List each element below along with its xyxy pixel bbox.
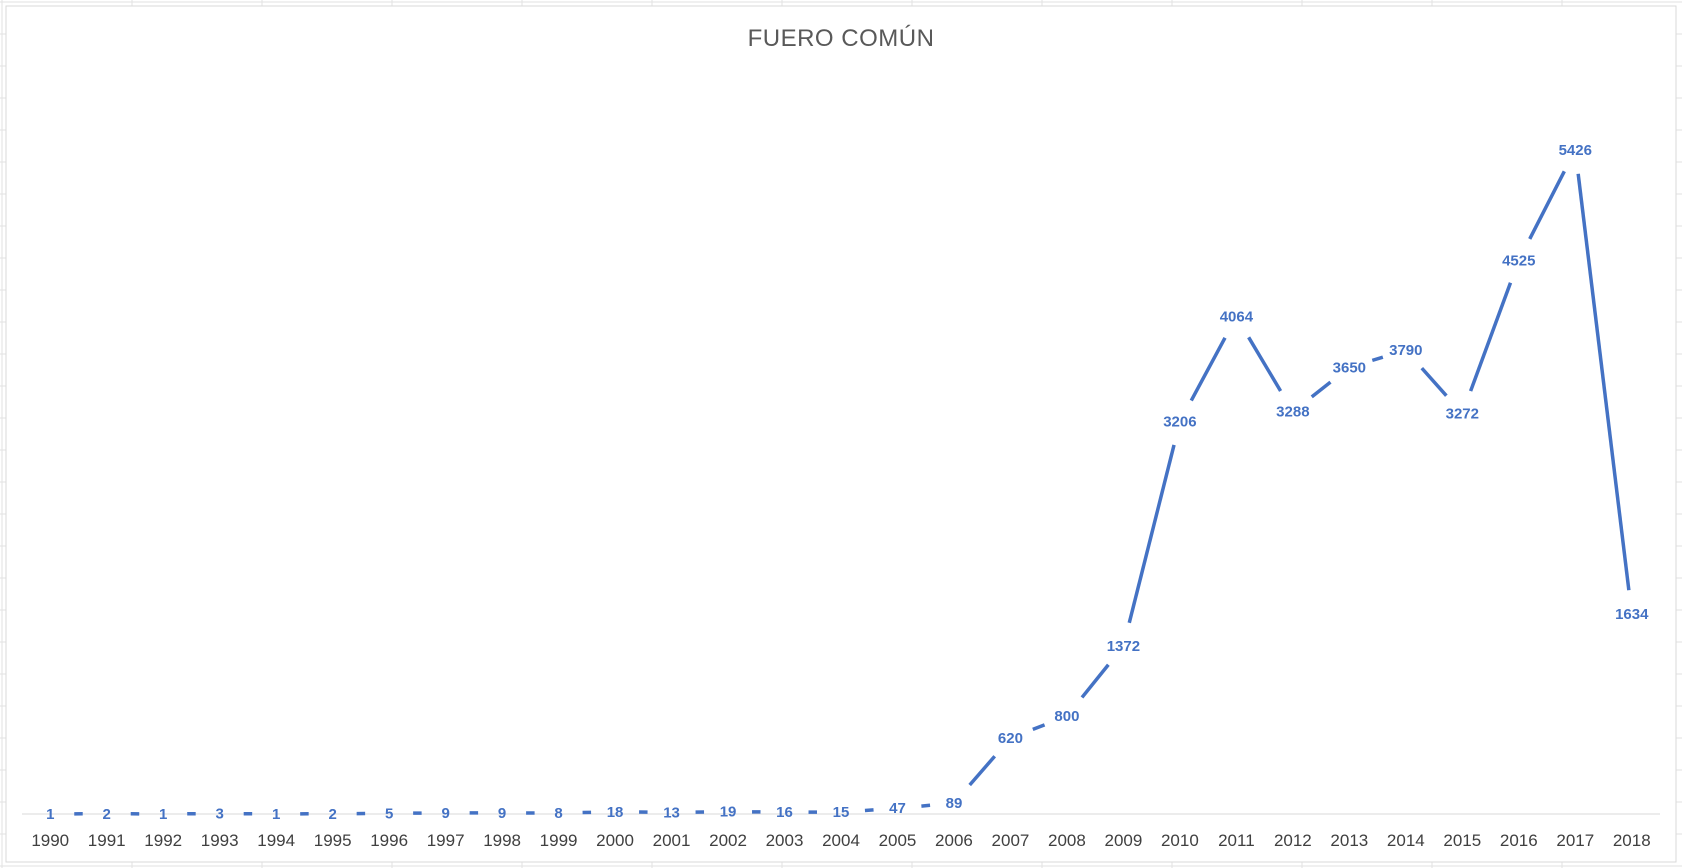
x-tick-label: 2017 — [1556, 831, 1594, 850]
data-label: 4064 — [1220, 309, 1254, 326]
data-label: 3206 — [1163, 414, 1196, 431]
data-label: 9 — [441, 805, 449, 822]
data-label: 1 — [272, 806, 280, 823]
x-tick-label: 2007 — [992, 831, 1030, 850]
x-tick-label: 2011 — [1218, 831, 1255, 850]
series-line-segment — [864, 808, 874, 813]
x-tick-label: 2014 — [1387, 831, 1425, 850]
x-tick-label: 1996 — [370, 831, 408, 850]
x-tick-label: 2015 — [1443, 831, 1481, 850]
x-tick-label: 1991 — [88, 831, 126, 850]
data-label: 2 — [328, 806, 336, 823]
data-label: 89 — [946, 795, 963, 812]
series-line-segment — [1247, 336, 1283, 392]
data-label: 2 — [103, 806, 111, 823]
x-tick-label: 2018 — [1613, 831, 1651, 850]
x-tick-label: 2009 — [1104, 831, 1142, 850]
data-label: 18 — [607, 804, 624, 821]
data-label: 16 — [776, 804, 793, 821]
x-tick-label: 1999 — [540, 831, 578, 850]
series-line-segment — [1528, 170, 1566, 240]
data-label: 3790 — [1389, 342, 1422, 359]
x-tick-label: 1993 — [201, 831, 239, 850]
x-tick-label: 2000 — [596, 831, 634, 850]
x-tick-label: 2012 — [1274, 831, 1312, 850]
data-label: 1 — [46, 806, 54, 823]
x-tick-label: 2013 — [1330, 831, 1368, 850]
data-label: 3288 — [1276, 404, 1309, 421]
series-line-segment — [1468, 282, 1513, 392]
x-tick-label: 2003 — [766, 831, 804, 850]
x-tick-label: 1995 — [314, 831, 352, 850]
x-tick-label: 2006 — [935, 831, 973, 850]
series-line-segment — [1371, 355, 1384, 363]
x-tick-label: 2002 — [709, 831, 747, 850]
data-label: 1372 — [1107, 638, 1140, 655]
data-label: 5 — [385, 805, 393, 822]
x-tick-label: 2004 — [822, 831, 860, 850]
data-label: 19 — [720, 804, 737, 821]
data-label: 1634 — [1615, 606, 1649, 623]
chart-title: FUERO COMÚN — [748, 25, 935, 52]
series-line-segment — [1189, 336, 1227, 402]
x-tick-label: 1997 — [427, 831, 465, 850]
data-label: 800 — [1054, 708, 1079, 725]
data-label: 3650 — [1333, 359, 1366, 376]
data-label: 3 — [216, 806, 224, 823]
data-label: 5426 — [1559, 142, 1592, 159]
chart-area[interactable] — [5, 5, 1677, 863]
data-label: 1 — [159, 806, 167, 823]
x-tick-label: 2001 — [653, 831, 691, 850]
data-label: 8 — [554, 805, 562, 822]
x-tick-label: 2010 — [1161, 831, 1199, 850]
data-label: 13 — [663, 804, 680, 821]
x-tick-label: 2016 — [1500, 831, 1538, 850]
series-line-segment — [1032, 723, 1046, 732]
x-tick-label: 1990 — [31, 831, 69, 850]
series-line-segment — [1080, 663, 1110, 699]
series-line-segment — [1420, 366, 1448, 397]
data-label: 9 — [498, 805, 506, 822]
series-line-group — [74, 170, 1631, 816]
x-axis-tick-labels: 1990 1991 1992 1993 1994 1995 1996 1997 1998 1999… — [31, 831, 1650, 850]
data-label: 3272 — [1446, 406, 1479, 423]
data-label: 4525 — [1502, 252, 1535, 269]
x-tick-label: 2005 — [879, 831, 917, 850]
series-line-segment — [921, 803, 931, 808]
data-label: 620 — [998, 730, 1023, 747]
data-label: 47 — [889, 800, 906, 817]
series-line-segment — [968, 755, 997, 787]
x-tick-label: 1992 — [144, 831, 182, 850]
data-label: 15 — [833, 804, 850, 821]
x-tick-label: 1998 — [483, 831, 521, 850]
x-tick-label: 1994 — [257, 831, 295, 850]
data-labels: 1 2 1 3 1 2 5 9 9 8 18 13 19 16 15 47 896208001372320640… — [46, 142, 1649, 823]
series-line-segment — [1576, 173, 1631, 591]
series-line-segment — [1310, 380, 1332, 399]
x-tick-label: 2008 — [1048, 831, 1086, 850]
series-line-segment — [1127, 444, 1176, 624]
